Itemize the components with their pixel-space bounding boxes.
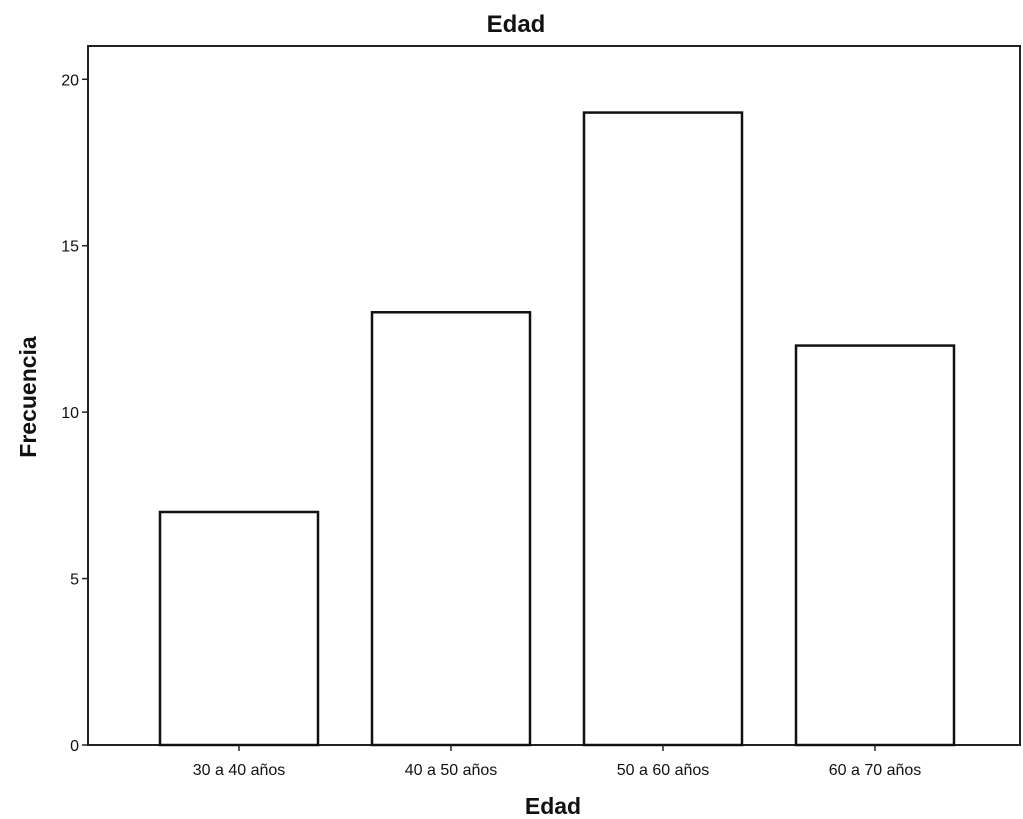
y-axis: 0 5 10 15 20: [61, 72, 88, 755]
x-category-label: 40 a 50 años: [405, 762, 498, 779]
x-category-label: 60 a 70 años: [829, 762, 922, 779]
bar: [158, 510, 320, 747]
x-category-label: 50 a 60 años: [617, 762, 710, 779]
y-tick-label: 5: [70, 572, 79, 589]
bars-group: [158, 111, 956, 747]
x-axis-title: Edad: [525, 793, 581, 819]
plot-frame: [87, 45, 1021, 746]
bar: [370, 311, 532, 747]
y-tick-label: 10: [61, 405, 79, 422]
bar: [794, 344, 956, 747]
x-category-label: 30 a 40 años: [193, 762, 286, 779]
x-axis: 30 a 40 años 40 a 50 años 50 a 60 años 60 a…: [193, 745, 922, 779]
y-tick-label: 15: [61, 239, 79, 256]
chart-title: Edad: [487, 11, 546, 38]
bar: [582, 111, 744, 747]
y-axis-title: Frecuencia: [15, 336, 41, 458]
y-tick-label: 0: [70, 738, 79, 755]
y-tick-label: 20: [61, 72, 79, 89]
